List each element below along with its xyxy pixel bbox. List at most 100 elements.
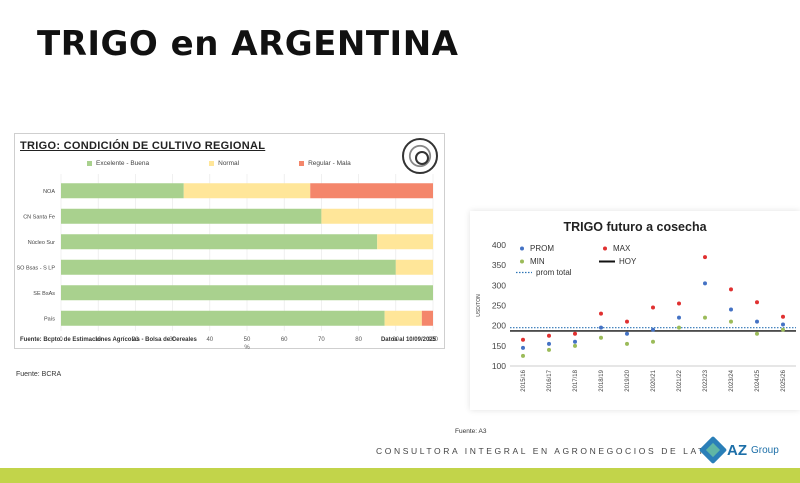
x-axis-label: % [244, 345, 250, 350]
az-logo-icon [698, 435, 728, 465]
x-tick-label: 2022/23 [703, 369, 709, 391]
data-point-prom [651, 327, 655, 332]
data-point-max [703, 255, 707, 260]
legend-item: Normal [209, 160, 239, 167]
bar-segment [321, 208, 433, 224]
x-tick-label: 10 [95, 337, 102, 343]
x-tick-label: 2025/26 [781, 369, 787, 391]
category-label: Núcleo Sur [28, 240, 55, 246]
y-tick-label: 300 [492, 280, 506, 290]
data-point-min [781, 327, 785, 332]
x-tick-label: 2016/17 [547, 369, 553, 391]
category-label: SE BsAs [33, 291, 55, 297]
x-tick-label: 2020/21 [651, 369, 657, 391]
x-tick-label: 40 [206, 337, 213, 343]
data-point-prom [547, 341, 551, 346]
x-tick-label: 90 [392, 337, 399, 343]
x-tick-label: 2019/20 [625, 369, 631, 391]
bar-segment [61, 310, 385, 326]
data-point-min [729, 319, 733, 324]
y-tick-label: 350 [492, 260, 506, 270]
crop-condition-panel: TRIGO: CONDICIÓN DE CULTIVO REGIONAL Exc… [14, 133, 445, 350]
category-label: País [44, 316, 55, 322]
y-axis-label: USD/TON [476, 294, 482, 317]
legend-item: Excelente - Buena [87, 160, 149, 167]
wheat-futures-chart: 100 150 200 250 300 350 400 USD/TON 2015/16 2016/… [476, 240, 796, 392]
x-tick-label: 30 [169, 337, 176, 343]
data-point-prom [755, 319, 759, 324]
x-tick-label: 2017/18 [573, 369, 579, 391]
bar-segment [61, 285, 433, 301]
legend-label: Normal [218, 160, 240, 167]
data-point-min [703, 315, 707, 320]
category-label: CN Santa Fe [23, 214, 55, 220]
slide-title: TRIGO en ARGENTINA [37, 24, 459, 64]
bolsa-cereales-seal-icon [402, 138, 438, 174]
data-point-min [677, 325, 681, 330]
x-tick-label: 60 [281, 337, 288, 343]
data-point-max [547, 333, 551, 338]
x-tick-label: 50 [244, 337, 251, 343]
source-a3: Fuente: A3 [455, 428, 487, 435]
data-point-min [547, 347, 551, 352]
legend-swatch-icon [209, 161, 215, 166]
data-point-prom [521, 345, 525, 350]
x-tick-label: 2023/24 [729, 369, 735, 391]
category-label: SO Bsas - S LP [16, 265, 55, 271]
data-point-max [729, 287, 733, 292]
x-tick-label: 2024/25 [755, 369, 761, 391]
bar-segment [377, 234, 433, 250]
bar-segment [61, 183, 184, 199]
data-point-prom [573, 339, 577, 344]
az-logo-word: AZ [727, 441, 747, 459]
legend-label: prom total [536, 268, 572, 277]
x-tick-label: 2021/22 [677, 369, 683, 391]
bar-segment [61, 208, 322, 224]
bar-segment [310, 183, 433, 199]
bar-segment [421, 310, 433, 326]
x-tick-label: 70 [318, 337, 325, 343]
data-point-min [573, 343, 577, 348]
crop-condition-legend: Excelente - Buena Normal Regular - Mala [87, 160, 351, 167]
bar-segment [61, 234, 378, 250]
bar-segment [61, 259, 396, 275]
crop-condition-chart: 0 10 20 30 40 50 60 70 80 90 100% NOA CN Santa Fe Núc… [16, 174, 439, 350]
legend-swatch-icon [299, 161, 305, 166]
crop-condition-title: TRIGO: CONDICIÓN DE CULTIVO REGIONAL [20, 140, 266, 152]
legend-label: MAX [613, 244, 631, 253]
wheat-futures-panel: TRIGO futuro a cosecha 100 150 200 250 300 35… [470, 211, 800, 410]
data-point-max [573, 331, 577, 336]
legend-marker-icon [520, 246, 524, 251]
data-point-min [521, 353, 525, 358]
legend-label: HOY [619, 257, 637, 266]
crop-condition-date: Datos al 10/09/2025 [380, 337, 436, 343]
data-point-min [651, 339, 655, 344]
y-tick-label: 150 [492, 341, 506, 351]
data-point-prom [781, 322, 785, 327]
y-tick-label: 200 [492, 321, 506, 331]
footer-band [0, 468, 800, 483]
data-point-max [677, 301, 681, 306]
legend-label: Regular - Mala [308, 160, 351, 167]
data-point-max [521, 337, 525, 342]
az-logo-group: Group [751, 444, 779, 456]
legend-marker-icon [520, 259, 524, 264]
data-point-prom [703, 281, 707, 286]
x-tick-label: 100 [428, 337, 439, 343]
data-point-prom [625, 331, 629, 336]
bar-segment [384, 310, 422, 326]
legend-marker-icon [603, 246, 607, 251]
category-label: NOA [43, 189, 55, 195]
x-tick-label: 2015/16 [521, 369, 527, 391]
y-tick-label: 400 [492, 240, 506, 250]
data-point-prom [677, 315, 681, 320]
x-tick-label: 2018/19 [599, 369, 605, 391]
legend-label: PROM [530, 244, 554, 253]
az-group-logo: AZ Group [698, 435, 779, 465]
bar-segment [183, 183, 311, 199]
bar-segment [395, 259, 433, 275]
data-point-max [781, 314, 785, 319]
legend-swatch-icon [87, 161, 92, 166]
y-tick-label: 100 [492, 361, 506, 371]
footer-tagline: CONSULTORA INTEGRAL EN AGRONEGOCIOS DE L… [376, 446, 724, 456]
